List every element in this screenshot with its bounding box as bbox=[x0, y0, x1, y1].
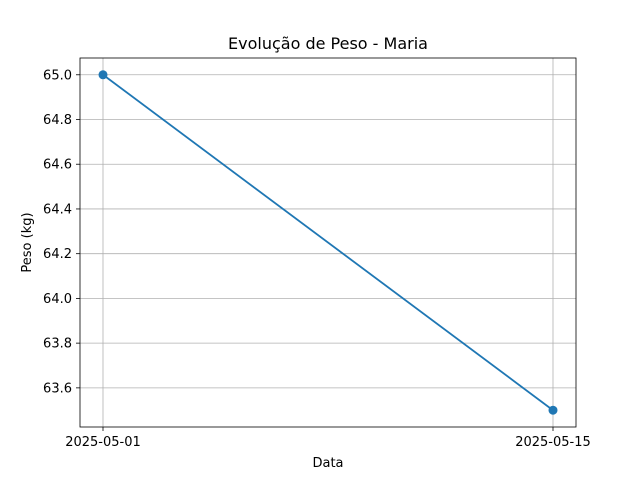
data-point bbox=[98, 70, 108, 80]
x-tick-label: 2025-05-01 bbox=[65, 435, 141, 450]
x-tick-label: 2025-05-15 bbox=[515, 435, 591, 450]
plot-frame bbox=[79, 57, 577, 428]
y-tick-label: 63.8 bbox=[43, 337, 72, 352]
chart-title: Evolução de Peso - Maria bbox=[228, 34, 428, 53]
y-tick-label: 65.0 bbox=[43, 68, 72, 83]
data-point bbox=[548, 405, 558, 415]
y-tick-label: 64.4 bbox=[43, 202, 72, 217]
y-tick-label: 64.6 bbox=[43, 158, 72, 173]
x-axis-label: Data bbox=[312, 456, 343, 471]
y-axis-label: Peso (kg) bbox=[20, 212, 35, 272]
series-line bbox=[102, 74, 554, 411]
y-tick-label: 63.6 bbox=[43, 381, 72, 396]
series bbox=[98, 70, 558, 415]
y-tick-label: 64.8 bbox=[43, 113, 72, 128]
ticks: 63.6 63.8 64.0 64.2 64.4 64.6 64.8 65.0 2025-05-… bbox=[43, 68, 591, 450]
y-tick-label: 64.2 bbox=[43, 247, 72, 262]
y-tick-label: 64.0 bbox=[43, 292, 72, 307]
